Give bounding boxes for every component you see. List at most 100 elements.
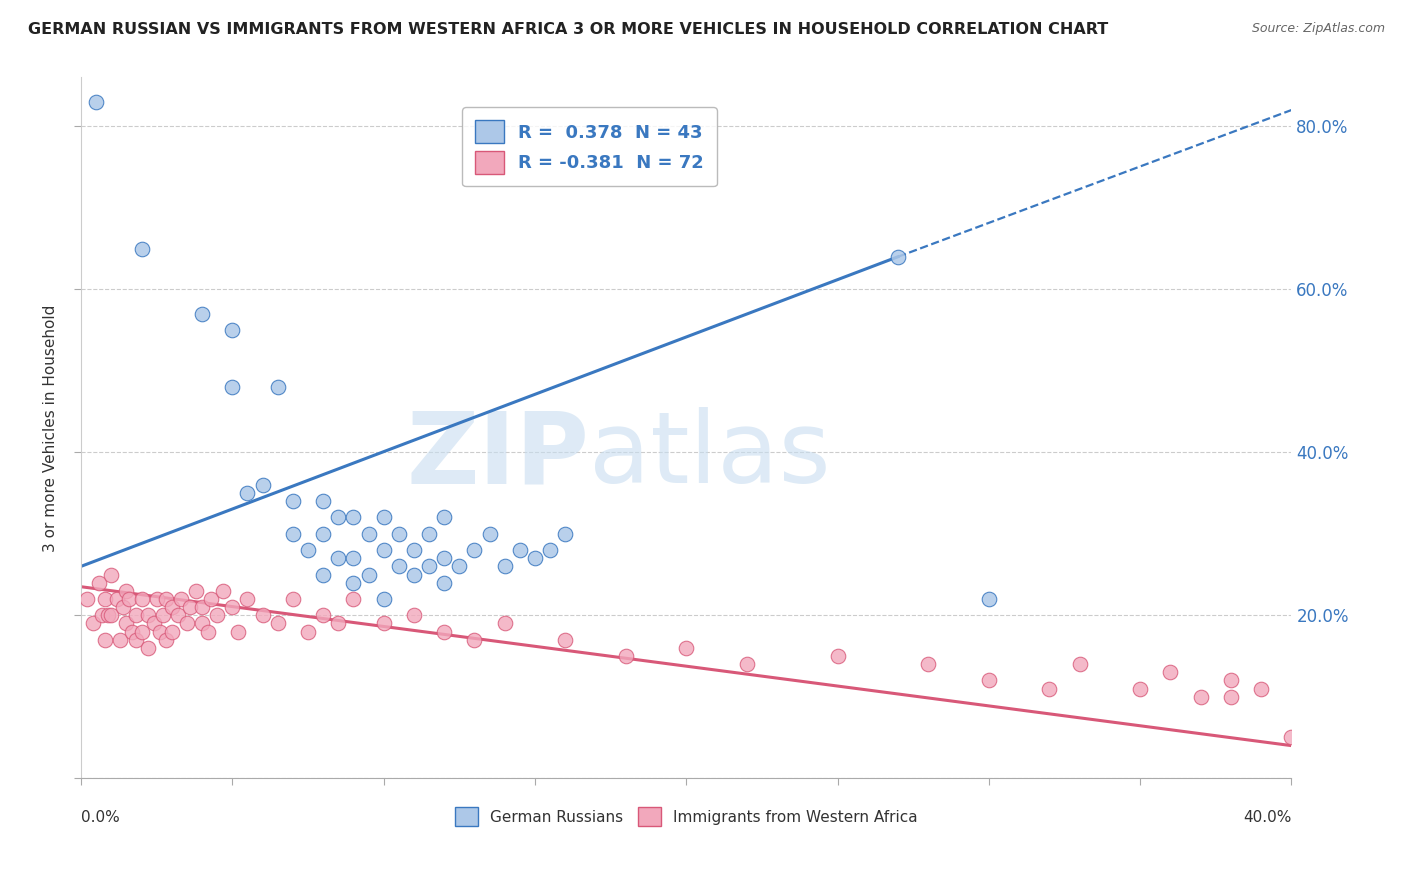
Point	[136, 608, 159, 623]
Point	[1281, 731, 1303, 745]
Point	[105, 591, 128, 606]
Point	[118, 591, 141, 606]
Point	[281, 591, 304, 606]
Point	[449, 559, 471, 574]
Point	[191, 616, 214, 631]
Point	[342, 551, 364, 566]
Point	[121, 624, 143, 639]
Point	[1129, 681, 1152, 696]
Point	[614, 648, 637, 663]
Text: Source: ZipAtlas.com: Source: ZipAtlas.com	[1251, 22, 1385, 36]
Text: ZIP: ZIP	[406, 408, 589, 504]
Point	[402, 567, 425, 582]
Point	[827, 648, 849, 663]
Point	[155, 591, 177, 606]
Point	[735, 657, 758, 672]
Point	[887, 250, 910, 264]
Point	[1069, 657, 1091, 672]
Point	[1250, 681, 1272, 696]
Point	[494, 616, 516, 631]
Point	[200, 591, 222, 606]
Point	[212, 583, 235, 598]
Point	[328, 510, 350, 524]
Point	[131, 242, 153, 256]
Point	[675, 640, 697, 655]
Point	[312, 567, 335, 582]
Point	[328, 616, 350, 631]
Point	[1219, 690, 1241, 704]
Point	[221, 323, 243, 337]
Point	[124, 632, 146, 647]
Point	[100, 567, 122, 582]
Point	[221, 600, 243, 615]
Point	[1159, 665, 1181, 680]
Point	[252, 608, 274, 623]
Point	[312, 494, 335, 508]
Point	[221, 380, 243, 394]
Point	[84, 95, 107, 109]
Point	[160, 624, 183, 639]
Point	[155, 632, 177, 647]
Text: 40.0%: 40.0%	[1243, 810, 1292, 825]
Point	[94, 591, 117, 606]
Point	[433, 624, 456, 639]
Point	[1189, 690, 1212, 704]
Point	[433, 551, 456, 566]
Point	[297, 543, 319, 558]
Point	[91, 608, 114, 623]
Point	[554, 632, 576, 647]
Point	[76, 591, 98, 606]
Point	[418, 559, 440, 574]
Point	[252, 478, 274, 492]
Point	[357, 526, 380, 541]
Point	[373, 510, 395, 524]
Point	[149, 624, 172, 639]
Point	[433, 510, 456, 524]
Point	[131, 591, 153, 606]
Point	[160, 600, 183, 615]
Point	[977, 673, 1000, 688]
Point	[523, 551, 546, 566]
Point	[136, 640, 159, 655]
Point	[388, 526, 411, 541]
Point	[191, 600, 214, 615]
Point	[205, 608, 228, 623]
Point	[89, 575, 111, 590]
Point	[1038, 681, 1060, 696]
Point	[554, 526, 576, 541]
Point	[977, 591, 1000, 606]
Point	[281, 526, 304, 541]
Point	[236, 591, 259, 606]
Y-axis label: 3 or more Vehicles in Household: 3 or more Vehicles in Household	[44, 304, 58, 551]
Point	[152, 608, 174, 623]
Point	[115, 616, 138, 631]
Point	[342, 510, 364, 524]
Point	[538, 543, 561, 558]
Point	[197, 624, 219, 639]
Point	[328, 551, 350, 566]
Point	[373, 591, 395, 606]
Point	[342, 575, 364, 590]
Point	[917, 657, 939, 672]
Point	[236, 486, 259, 500]
Point	[509, 543, 531, 558]
Point	[191, 307, 214, 321]
Point	[312, 608, 335, 623]
Point	[388, 559, 411, 574]
Point	[176, 616, 198, 631]
Point	[167, 608, 190, 623]
Point	[463, 543, 485, 558]
Point	[373, 543, 395, 558]
Point	[1219, 673, 1241, 688]
Point	[170, 591, 193, 606]
Point	[357, 567, 380, 582]
Point	[142, 616, 165, 631]
Point	[100, 608, 122, 623]
Point	[478, 526, 501, 541]
Point	[228, 624, 250, 639]
Point	[267, 616, 290, 631]
Point	[110, 632, 132, 647]
Point	[82, 616, 104, 631]
Point	[402, 608, 425, 623]
Legend: German Russians, Immigrants from Western Africa: German Russians, Immigrants from Western…	[447, 800, 925, 834]
